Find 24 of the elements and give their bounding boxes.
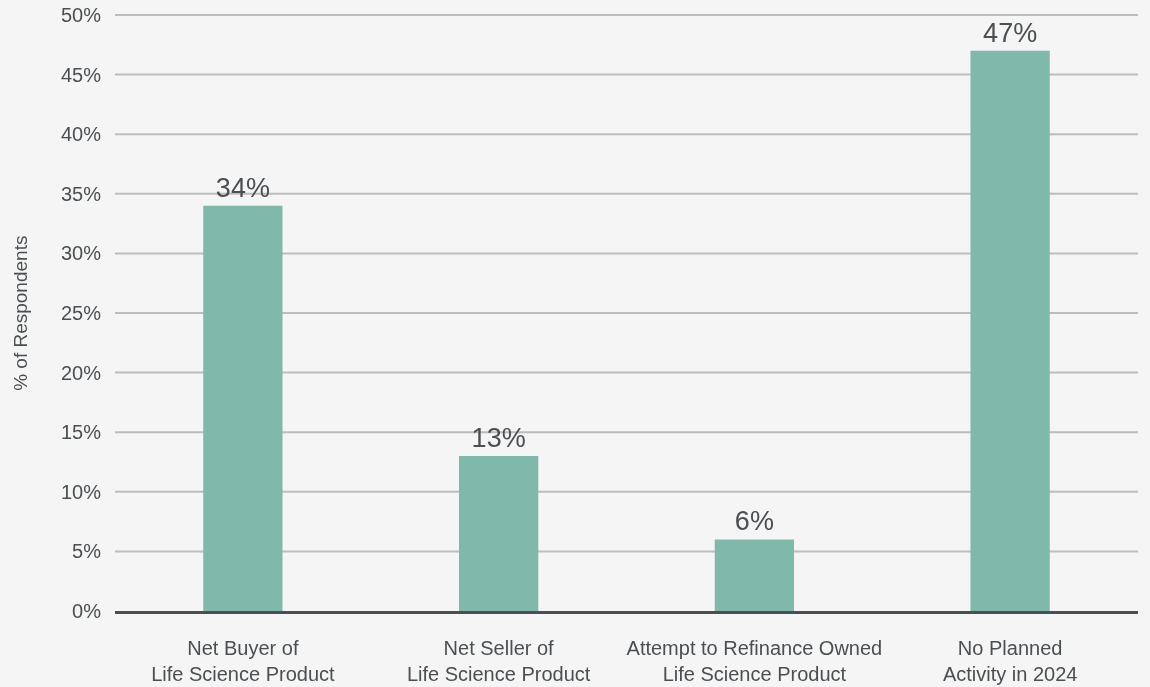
y-axis-title: % of Respondents bbox=[9, 235, 31, 391]
y-tick-label: 20% bbox=[60, 361, 102, 384]
bar bbox=[458, 456, 539, 611]
y-tick-label: 0% bbox=[72, 600, 102, 622]
data-label: 34% bbox=[215, 172, 270, 203]
y-tick-label: 50% bbox=[60, 4, 102, 26]
y-tick-label: 35% bbox=[60, 182, 102, 205]
bar bbox=[714, 539, 795, 611]
bar bbox=[970, 50, 1050, 611]
x-tick-label: Net Buyer of Life Science Product bbox=[151, 636, 336, 685]
y-tick-label: 40% bbox=[60, 123, 102, 146]
y-tick-label: 10% bbox=[60, 480, 102, 503]
data-label: 13% bbox=[471, 423, 526, 454]
y-tick-label: 5% bbox=[72, 540, 102, 563]
y-tick-label: 25% bbox=[60, 302, 102, 324]
y-tick-label: 45% bbox=[60, 63, 102, 86]
y-tick-label: 30% bbox=[60, 242, 102, 265]
data-label: 6% bbox=[734, 506, 774, 537]
y-tick-label: 15% bbox=[60, 421, 102, 444]
x-tick-label: Attempt to Refinance Owned Life Science Product bbox=[626, 636, 883, 685]
x-tick-label: No Planned Activity in 2024 bbox=[942, 636, 1078, 685]
data-label: 47% bbox=[983, 17, 1038, 48]
x-tick-label: Net Seller of Life Science Product bbox=[406, 636, 591, 685]
bar bbox=[203, 205, 283, 611]
